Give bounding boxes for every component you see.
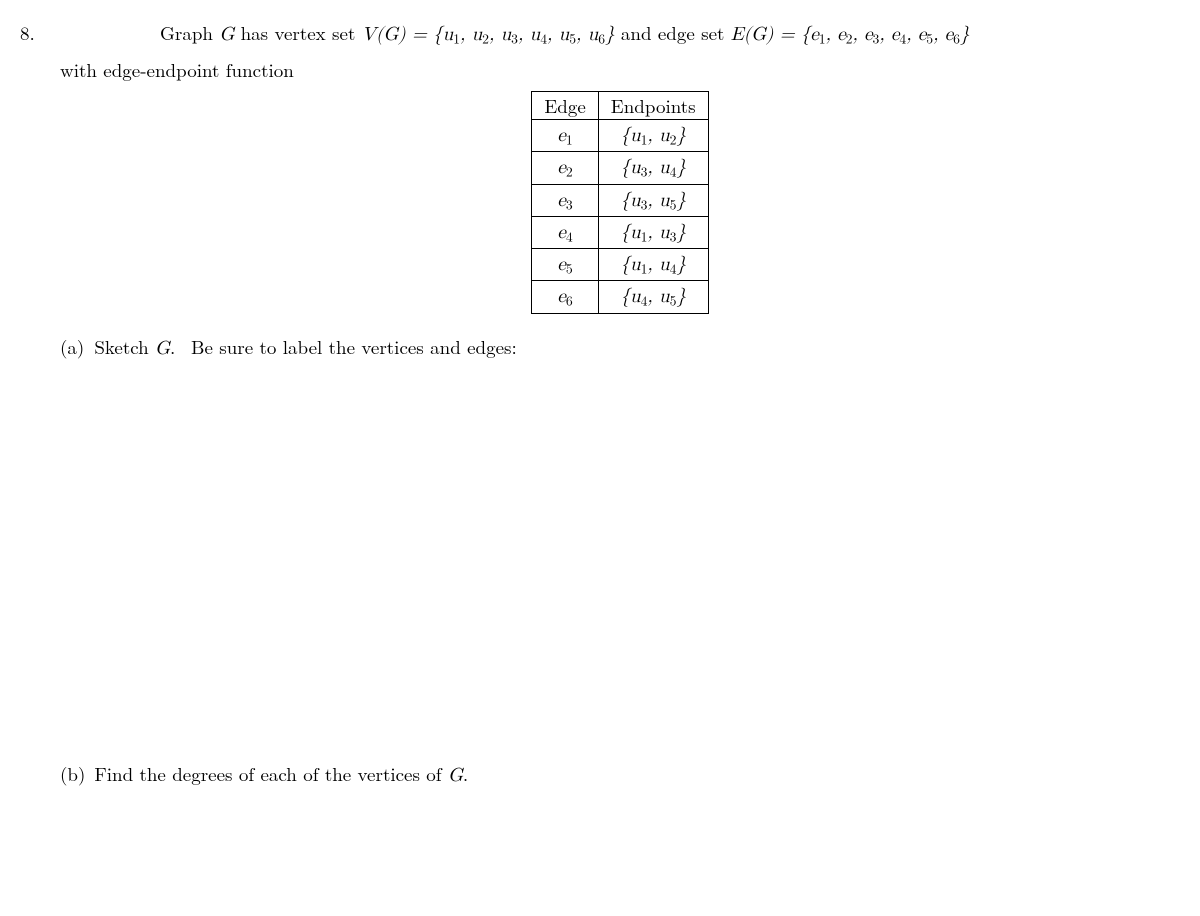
math-G: G (219, 25, 234, 44)
part-b-text: Find the degrees of each of the vertices… (94, 760, 468, 787)
cell-endpoints: {u4, u5} (598, 281, 708, 313)
table-header-row: Edge Endpoints (532, 91, 708, 120)
cell-endpoints: {u3, u4} (598, 152, 708, 184)
part-a-text: Sketch G. Be sure to label the vertices … (94, 333, 516, 360)
cell-edge: e6 (532, 281, 598, 313)
problem-body: Graph G has vertex set V(G) = {u1, u2, u… (60, 20, 1180, 789)
problem-8: 8. Graph G has vertex set V(G) = {u1, u2… (20, 20, 1180, 789)
math-edge-set: E(G) = {e1, e2, e3, e4, e5, e6} (731, 25, 970, 44)
table-row: e1 {u1, u2} (532, 120, 708, 152)
cell-edge: e2 (532, 152, 598, 184)
problem-intro-line2: with edge-endpoint function (60, 57, 1180, 83)
part-b: (b) Find the degrees of each of the vert… (60, 761, 1180, 789)
part-a: (a) Sketch G. Be sure to label the verti… (60, 334, 1180, 362)
cell-edge: e4 (532, 216, 598, 248)
edge-endpoint-table: Edge Endpoints e1 {u1, u2} e2 {u3, u4} e… (531, 91, 708, 314)
table-row: e3 {u3, u5} (532, 184, 708, 216)
table-row: e4 {u1, u3} (532, 216, 708, 248)
text: Graph (160, 19, 219, 46)
table-row: e6 {u4, u5} (532, 281, 708, 313)
cell-endpoints: {u1, u4} (598, 249, 708, 281)
part-b-label: (b) (60, 761, 88, 787)
cell-endpoints: {u1, u2} (598, 120, 708, 152)
text: has vertex set (234, 19, 361, 46)
cell-edge: e1 (532, 120, 598, 152)
cell-endpoints: {u1, u3} (598, 216, 708, 248)
cell-edge: e5 (532, 249, 598, 281)
col-header-endpoints: Endpoints (598, 91, 708, 120)
table-row: e5 {u1, u4} (532, 249, 708, 281)
part-a-label: (a) (60, 334, 88, 360)
problem-intro-line1: Graph G has vertex set V(G) = {u1, u2, u… (60, 20, 1180, 49)
table-row: e2 {u3, u4} (532, 152, 708, 184)
cell-endpoints: {u3, u5} (598, 184, 708, 216)
col-header-edge: Edge (532, 91, 598, 120)
math-vertex-set: V(G) = {u1, u2, u3, u4, u5, u6} (362, 25, 615, 44)
problem-number: 8. (20, 20, 60, 46)
cell-edge: e3 (532, 184, 598, 216)
text: and edge set (615, 19, 731, 46)
sketch-area (60, 361, 1180, 741)
